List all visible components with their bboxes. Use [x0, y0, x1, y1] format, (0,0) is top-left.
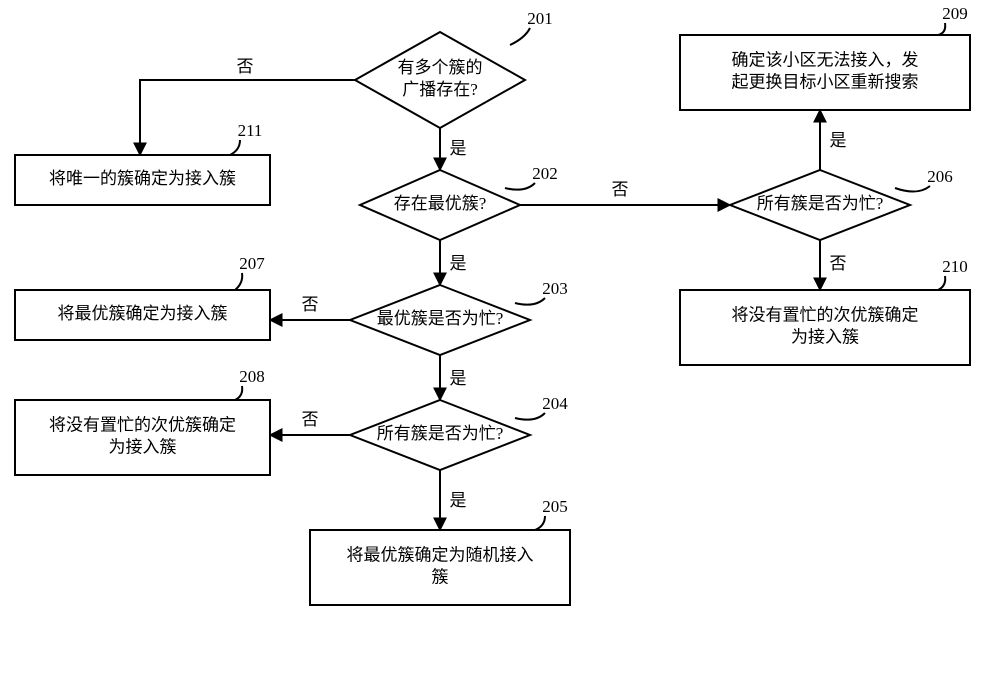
- callout-b209: 209: [938, 4, 968, 35]
- svg-text:否: 否: [237, 57, 254, 76]
- node-b211: 将唯一的簇确定为接入簇: [15, 155, 270, 205]
- node-d201: 有多个簇的广播存在?: [355, 32, 525, 128]
- edge-9: 否: [820, 240, 847, 290]
- callout-b208: 208: [235, 367, 265, 400]
- svg-text:将最优簇确定为接入簇: 将最优簇确定为接入簇: [58, 304, 228, 323]
- svg-text:211: 211: [238, 121, 263, 140]
- svg-text:起更换目标小区重新搜索: 起更换目标小区重新搜索: [732, 72, 919, 91]
- svg-text:将没有置忙的次优簇确定: 将没有置忙的次优簇确定: [732, 305, 919, 324]
- svg-text:存在最优簇?: 存在最优簇?: [394, 194, 487, 213]
- svg-text:为接入簇: 为接入簇: [109, 437, 177, 456]
- edge-8: 是: [820, 110, 847, 170]
- svg-text:所有簇是否为忙?: 所有簇是否为忙?: [757, 194, 884, 213]
- svg-text:208: 208: [239, 367, 265, 386]
- svg-text:为接入簇: 为接入簇: [791, 327, 859, 346]
- edge-7: 否: [520, 180, 730, 205]
- svg-text:是: 是: [450, 254, 467, 273]
- callout-d206: 206: [895, 167, 953, 192]
- svg-text:是: 是: [450, 369, 467, 388]
- flowchart: 是是是是否否否否是否 有多个簇的广播存在?存在最优簇?最优簇是否为忙?所有簇是否…: [0, 0, 1000, 674]
- node-d203: 最优簇是否为忙?: [350, 285, 530, 355]
- svg-text:206: 206: [927, 167, 953, 186]
- svg-text:是: 是: [450, 139, 467, 158]
- svg-text:确定该小区无法接入，发: 确定该小区无法接入，发: [732, 50, 919, 69]
- svg-text:有多个簇的: 有多个簇的: [398, 58, 483, 77]
- svg-text:否: 否: [302, 295, 319, 314]
- callout-d202: 202: [505, 164, 558, 190]
- node-b210: 将没有置忙的次优簇确定为接入簇: [680, 290, 970, 365]
- callout-b205: 205: [535, 497, 568, 530]
- edge-2: 是: [440, 355, 467, 400]
- svg-text:207: 207: [239, 254, 265, 273]
- edge-5: 否: [270, 295, 350, 320]
- svg-text:201: 201: [527, 9, 553, 28]
- node-b207: 将最优簇确定为接入簇: [15, 290, 270, 340]
- svg-text:是: 是: [450, 491, 467, 510]
- node-b205: 将最优簇确定为随机接入簇: [310, 530, 570, 605]
- svg-text:将最优簇确定为随机接入: 将最优簇确定为随机接入: [347, 545, 534, 564]
- svg-text:将没有置忙的次优簇确定: 将没有置忙的次优簇确定: [49, 415, 236, 434]
- svg-text:否: 否: [612, 180, 629, 199]
- edge-4: 否: [140, 57, 355, 155]
- node-d202: 存在最优簇?: [360, 170, 520, 240]
- edge-1: 是: [440, 240, 467, 285]
- svg-text:是: 是: [830, 131, 847, 150]
- svg-text:204: 204: [542, 394, 568, 413]
- svg-text:202: 202: [532, 164, 558, 183]
- svg-text:203: 203: [542, 279, 568, 298]
- edge-3: 是: [440, 470, 467, 530]
- node-d206: 所有簇是否为忙?: [730, 170, 910, 240]
- callout-d201: 201: [510, 9, 553, 45]
- svg-text:广播存在?: 广播存在?: [402, 80, 478, 99]
- svg-text:簇: 簇: [432, 567, 449, 586]
- svg-text:209: 209: [942, 4, 968, 23]
- node-b209: 确定该小区无法接入，发起更换目标小区重新搜索: [680, 35, 970, 110]
- callout-b210: 210: [938, 257, 968, 290]
- callout-d204: 204: [515, 394, 568, 420]
- svg-text:所有簇是否为忙?: 所有簇是否为忙?: [377, 424, 504, 443]
- svg-text:否: 否: [830, 254, 847, 273]
- callout-b207: 207: [235, 254, 265, 290]
- svg-text:210: 210: [942, 257, 968, 276]
- callout-b211: 211: [230, 121, 262, 155]
- svg-text:否: 否: [302, 410, 319, 429]
- svg-text:最优簇是否为忙?: 最优簇是否为忙?: [377, 309, 504, 328]
- edge-0: 是: [440, 128, 467, 170]
- node-d204: 所有簇是否为忙?: [350, 400, 530, 470]
- node-b208: 将没有置忙的次优簇确定为接入簇: [15, 400, 270, 475]
- edge-6: 否: [270, 410, 350, 435]
- svg-text:205: 205: [542, 497, 568, 516]
- callout-d203: 203: [515, 279, 568, 305]
- svg-text:将唯一的簇确定为接入簇: 将唯一的簇确定为接入簇: [49, 169, 236, 188]
